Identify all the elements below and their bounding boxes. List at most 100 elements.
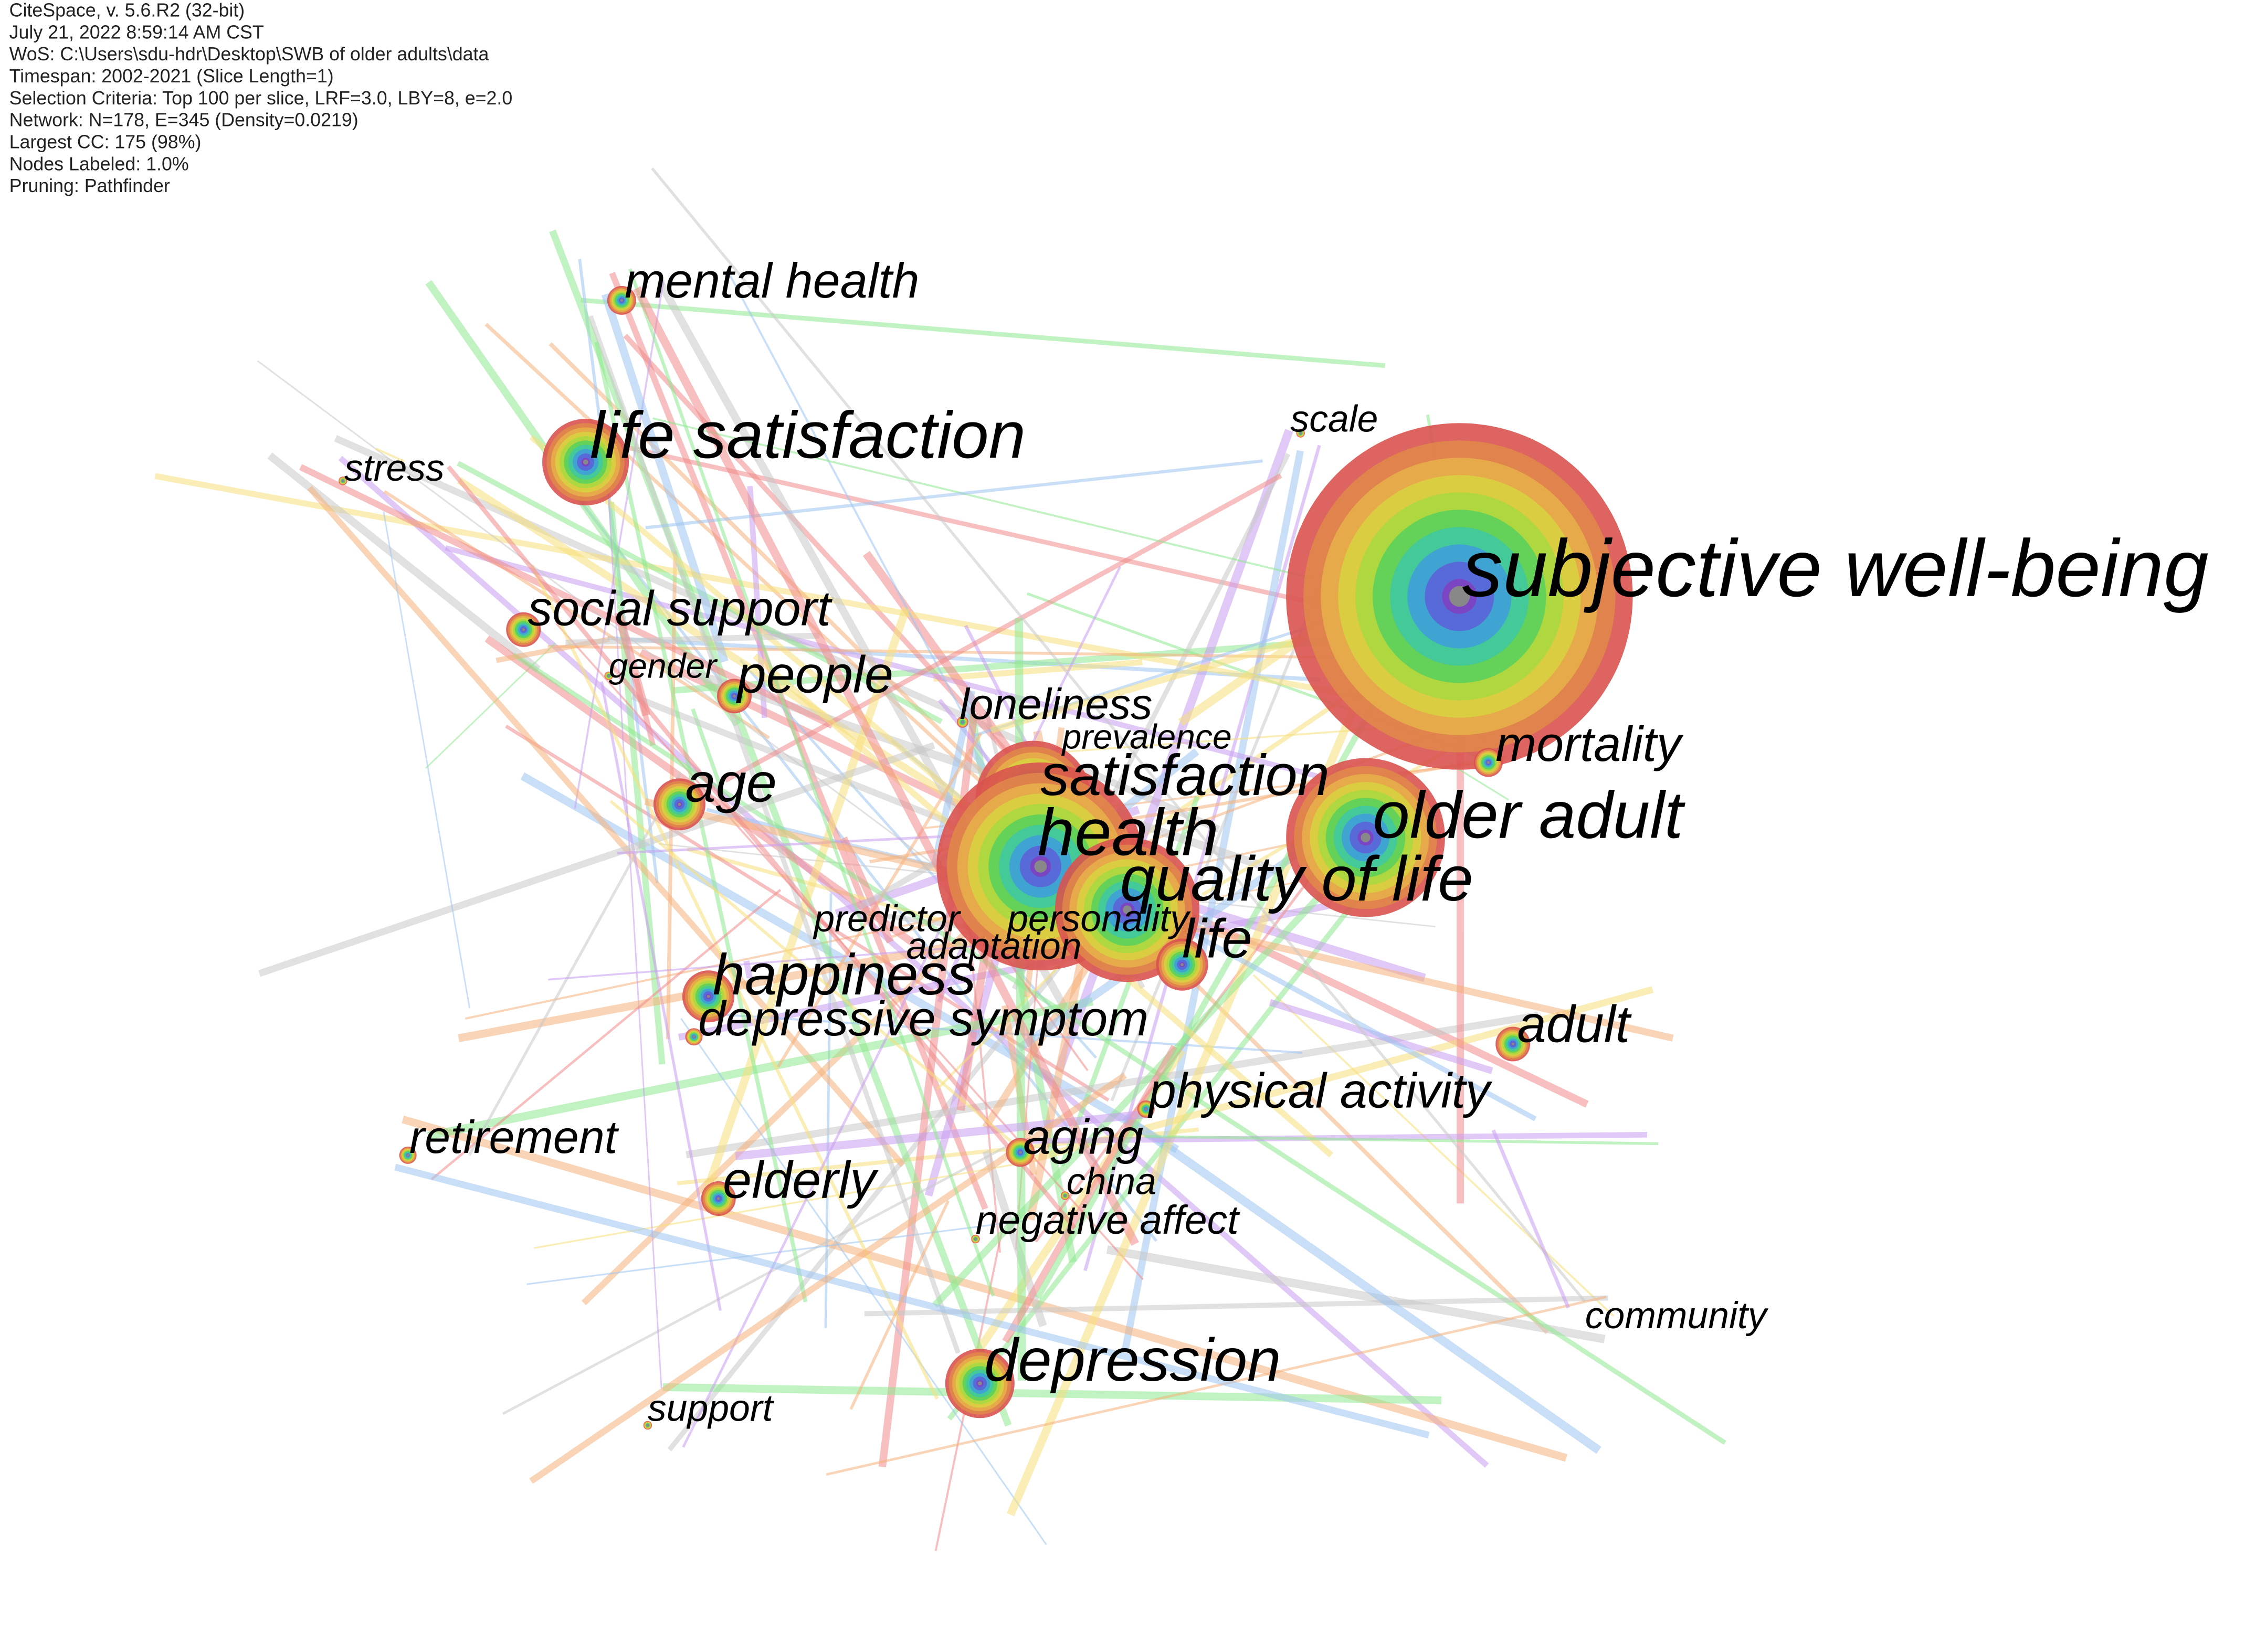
edge — [258, 742, 935, 977]
node-center — [1063, 1194, 1067, 1198]
edge — [502, 1140, 1016, 1415]
node-label: loneliness — [960, 680, 1152, 728]
node-label: negative affect — [976, 1198, 1241, 1243]
node-label: mental health — [625, 253, 920, 308]
edge — [1144, 1135, 1659, 1146]
node-center — [1019, 1151, 1022, 1154]
node-label: people — [736, 645, 893, 703]
edge — [864, 1295, 1609, 1317]
edge — [651, 167, 1586, 1302]
edge — [430, 888, 782, 1180]
node-label: gender — [609, 646, 719, 685]
node-center — [646, 1424, 649, 1427]
node-center — [716, 1197, 720, 1200]
node-center — [1487, 761, 1490, 764]
node-label: retirement — [409, 1111, 619, 1163]
edge — [465, 832, 1342, 1020]
node-center — [583, 459, 588, 465]
edge — [840, 836, 894, 944]
node-center — [341, 479, 345, 483]
edge — [565, 632, 820, 646]
edge — [678, 902, 1332, 1041]
node-label: predictor — [813, 898, 961, 940]
node-center — [977, 1381, 982, 1386]
node-label: support — [648, 1387, 775, 1429]
edge — [662, 1383, 1442, 1404]
node-center — [733, 694, 736, 698]
node-center — [707, 994, 710, 998]
header-line: WoS: C:\Users\sdu-hdr\Desktop\SWB of old… — [9, 44, 489, 65]
edge — [600, 681, 722, 1311]
node-label: quality of life — [1120, 843, 1473, 914]
edge — [724, 473, 1282, 783]
edge — [468, 771, 682, 1156]
edge — [680, 1018, 1047, 1545]
edge — [614, 611, 651, 717]
node-center — [1123, 905, 1132, 914]
node-label: elderly — [723, 1151, 879, 1209]
node-label: community — [1585, 1295, 1769, 1337]
edge — [1122, 1113, 1601, 1454]
edge — [826, 1295, 1607, 1476]
node-label: mortality — [1495, 716, 1684, 771]
nodes — [339, 285, 1633, 1430]
edge — [1106, 1245, 1606, 1343]
node-center — [607, 674, 610, 677]
header-line: Network: N=178, E=345 (Density=0.0219) — [9, 110, 359, 131]
node-center — [1361, 832, 1371, 843]
edge — [990, 635, 1305, 734]
node-center — [678, 802, 681, 806]
edge — [512, 652, 1726, 1445]
edge — [628, 268, 995, 1297]
node-label: scale — [1290, 398, 1378, 440]
node-label: subjective well-being — [1462, 523, 2209, 613]
edge — [457, 477, 1035, 853]
node-label: satisfaction — [1040, 743, 1330, 808]
edge — [375, 448, 405, 463]
node-center — [692, 1035, 695, 1039]
edge — [1121, 450, 1304, 1353]
node-center — [1449, 586, 1470, 607]
node-label: physical activity — [1147, 1063, 1493, 1118]
edge — [609, 800, 1028, 1157]
header-line: Nodes Labeled: 1.0% — [9, 153, 189, 174]
edge — [849, 1200, 950, 1410]
node-center — [1034, 860, 1047, 873]
edge — [394, 1163, 1430, 1439]
node-center — [974, 1237, 977, 1241]
edge — [446, 465, 1077, 1230]
labels: mental health life satisfaction stress soci… — [344, 253, 2209, 1429]
header-line: Selection Criteria: Top 100 per slice, L… — [9, 88, 513, 109]
node-label: personality — [1006, 898, 1191, 940]
edge — [776, 732, 983, 1068]
edge — [530, 564, 939, 1400]
edge — [526, 1220, 1024, 1285]
node-center — [620, 299, 624, 302]
header-line: July 21, 2022 8:59:14 AM CST — [9, 22, 264, 43]
edge — [633, 286, 1139, 1246]
edge — [383, 511, 471, 1009]
node-label: happiness — [713, 943, 976, 1007]
node-label: life — [1182, 908, 1252, 970]
edge — [307, 485, 905, 1168]
node-label: aging — [1023, 1109, 1143, 1164]
edge — [383, 490, 770, 739]
node-center — [522, 628, 525, 631]
edge — [1110, 583, 1322, 1102]
edge — [484, 635, 935, 960]
node-label: prevalence — [1061, 717, 1232, 756]
node-label: life satisfaction — [590, 398, 1026, 472]
edge — [601, 293, 729, 663]
header: CiteSpace, v. 5.6.R2 (32-bit)July 21, 20… — [9, 0, 513, 196]
node-label: china — [1067, 1160, 1156, 1202]
header-line: CiteSpace, v. 5.6.R2 (32-bit) — [9, 0, 245, 20]
edge — [933, 659, 1143, 682]
node-label: depression — [984, 1326, 1281, 1394]
header-line: Timespan: 2002-2021 (Slice Length=1) — [9, 66, 334, 87]
edge — [1002, 1045, 1178, 1343]
edge — [427, 997, 1094, 1140]
node-label: depressive symptom — [698, 991, 1148, 1046]
edge — [581, 298, 1385, 368]
